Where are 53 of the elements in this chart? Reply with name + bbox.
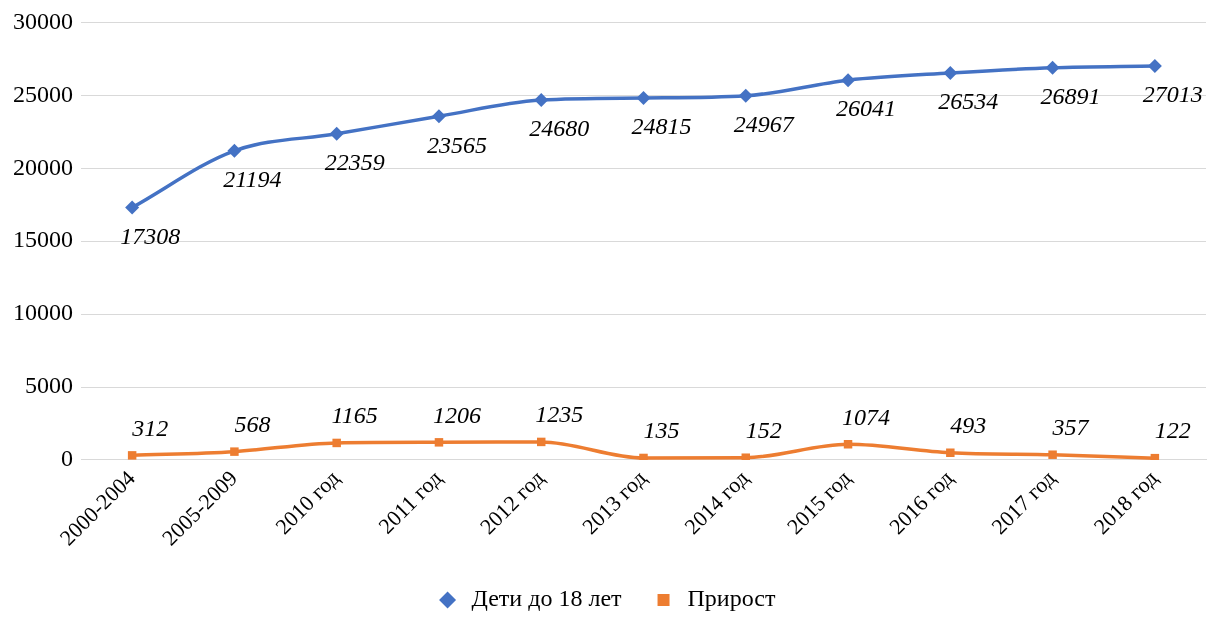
point xyxy=(127,451,137,460)
data-label: 1235 xyxy=(535,401,584,428)
data-label: 1165 xyxy=(331,402,378,429)
x-tick-label: 2011 год xyxy=(373,465,447,539)
data-label: 152 xyxy=(745,417,782,444)
point xyxy=(1150,453,1160,460)
data-label: 26041 xyxy=(836,95,897,122)
data-label: 21194 xyxy=(223,166,282,193)
data-label: 27013 xyxy=(1142,81,1203,108)
point xyxy=(125,200,140,215)
y-tick-label: 0 xyxy=(61,445,73,472)
point xyxy=(843,440,853,449)
point xyxy=(1147,58,1162,73)
data-label: 24680 xyxy=(529,115,590,142)
data-label: 26891 xyxy=(1040,83,1101,110)
data-label: 24815 xyxy=(631,113,692,140)
point xyxy=(227,143,242,158)
y-tick-label: 25000 xyxy=(13,80,73,107)
legend-label: Дети до 18 лет xyxy=(471,585,623,612)
point xyxy=(431,109,446,124)
data-label: 17308 xyxy=(120,222,181,249)
point xyxy=(1045,60,1060,75)
data-label: 493 xyxy=(950,412,987,439)
point xyxy=(636,91,651,106)
data-label: 24967 xyxy=(733,111,795,138)
point xyxy=(434,438,444,447)
point xyxy=(230,447,239,456)
point xyxy=(738,88,753,103)
y-tick-label: 10000 xyxy=(13,299,73,326)
point xyxy=(534,92,549,107)
y-tick-label: 15000 xyxy=(13,226,73,253)
data-label: 568 xyxy=(234,410,271,437)
point xyxy=(741,453,751,460)
y-tick-label: 20000 xyxy=(13,153,73,180)
data-label: 22359 xyxy=(324,149,385,176)
data-label: 1074 xyxy=(842,403,891,430)
point xyxy=(332,438,341,448)
y-tick-label: 5000 xyxy=(25,372,73,399)
point xyxy=(841,73,856,88)
point xyxy=(1048,450,1057,459)
data-label: 312 xyxy=(131,414,169,441)
point xyxy=(943,65,958,80)
data-label: 1206 xyxy=(432,401,481,428)
data-label: 122 xyxy=(1154,417,1191,444)
data-label: 135 xyxy=(643,417,680,444)
legend-label: Прирост xyxy=(687,585,776,612)
data-label: 23565 xyxy=(426,131,487,158)
point xyxy=(946,448,955,457)
point xyxy=(639,453,648,460)
point xyxy=(329,126,344,141)
data-label: 357 xyxy=(1051,414,1090,441)
data-label: 26534 xyxy=(938,88,999,115)
y-tick-label: 30000 xyxy=(13,7,73,34)
